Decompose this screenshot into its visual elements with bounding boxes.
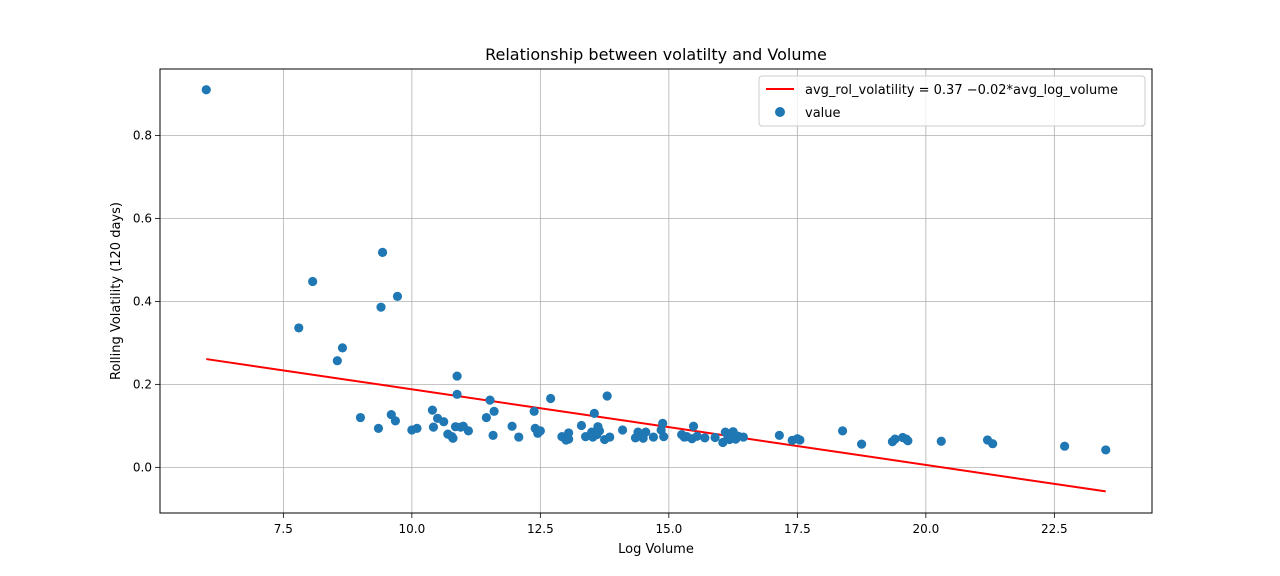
scatter-point bbox=[529, 406, 539, 416]
x-tick-label: 7.5 bbox=[274, 522, 293, 536]
scatter-point bbox=[648, 432, 659, 442]
scatter-point bbox=[700, 433, 710, 443]
legend-point-swatch bbox=[775, 107, 785, 117]
regression-line-layer bbox=[206, 358, 1106, 493]
scatter-point bbox=[427, 405, 438, 415]
scatter-point bbox=[1101, 445, 1111, 455]
regression-line bbox=[206, 358, 1106, 493]
scatter-point bbox=[617, 425, 628, 435]
scatter-point bbox=[605, 432, 615, 442]
scatter-point bbox=[428, 422, 439, 432]
scatter-point bbox=[594, 426, 605, 436]
scatter-point bbox=[392, 291, 403, 301]
y-tick-label: 0.0 bbox=[133, 460, 152, 474]
scatter-point bbox=[452, 371, 462, 381]
scatter-point bbox=[376, 302, 386, 312]
scatter-point bbox=[890, 434, 900, 444]
y-tick-label: 0.6 bbox=[133, 211, 152, 225]
scatter-point bbox=[633, 427, 643, 437]
scatter-point bbox=[448, 433, 458, 443]
scatter-point bbox=[564, 428, 574, 438]
scatter-point bbox=[837, 426, 848, 436]
scatter-point bbox=[589, 408, 599, 419]
scatter-point bbox=[489, 406, 499, 416]
x-axis-label: Log Volume bbox=[618, 542, 694, 557]
scatter-point bbox=[576, 420, 587, 431]
scatter-point bbox=[710, 432, 720, 443]
scatter-point bbox=[507, 421, 517, 431]
x-tick-label: 22.5 bbox=[1041, 522, 1068, 536]
scatter-point bbox=[355, 412, 366, 423]
scatter-point bbox=[308, 276, 318, 287]
x-tick-label: 10.0 bbox=[398, 522, 425, 536]
y-tick-label: 0.8 bbox=[133, 128, 152, 142]
scatter-points-layer bbox=[201, 85, 1111, 455]
scatter-point bbox=[463, 426, 473, 436]
scatter-point bbox=[659, 432, 669, 442]
y-tick-label: 0.4 bbox=[133, 294, 152, 308]
x-tick-label: 20.0 bbox=[912, 522, 939, 536]
scatter-point bbox=[439, 417, 449, 427]
scatter-point bbox=[337, 343, 348, 353]
legend: avg_rol_volatility = 0.37 −0.02*avg_log_… bbox=[758, 75, 1146, 127]
scatter-point bbox=[856, 439, 867, 449]
y-tick-label: 0.2 bbox=[133, 377, 152, 391]
scatter-point bbox=[546, 393, 556, 404]
scatter-point bbox=[988, 439, 998, 449]
scatter-point bbox=[535, 426, 545, 436]
scatter-point bbox=[294, 323, 304, 333]
scatter-point bbox=[485, 395, 495, 405]
scatter-point bbox=[1060, 441, 1070, 451]
scatter-point bbox=[390, 416, 401, 426]
scatter-point bbox=[481, 412, 491, 423]
legend-box bbox=[758, 75, 1146, 127]
x-tick-label: 12.5 bbox=[527, 522, 554, 536]
scatter-point bbox=[774, 430, 784, 441]
y-axis-label: Rolling Volatility (120 days) bbox=[109, 202, 124, 380]
scatter-point bbox=[332, 356, 342, 366]
scatter-point bbox=[373, 423, 384, 433]
legend-point-label: value bbox=[805, 106, 841, 121]
scatter-point bbox=[452, 389, 462, 399]
axis-ticks: 7.5 10.0 12.5 15.0 17.5 20.0 22.5 0.0 0.2 0.4 0.6 0… bbox=[133, 128, 1068, 536]
scatter-point bbox=[936, 436, 946, 446]
scatter-point bbox=[903, 436, 913, 446]
scatter-point bbox=[602, 391, 612, 401]
scatter-point bbox=[688, 421, 699, 431]
chart-title: Relationship between volatilty and Volum… bbox=[485, 45, 827, 64]
scatter-point bbox=[514, 432, 524, 442]
scatter-point bbox=[692, 431, 702, 441]
scatter-point bbox=[641, 427, 651, 437]
scatter-point bbox=[201, 85, 211, 95]
grid-lines bbox=[160, 69, 1152, 513]
scatter-point bbox=[377, 247, 388, 258]
x-tick-label: 17.5 bbox=[784, 522, 811, 536]
scatter-point bbox=[488, 430, 498, 441]
scatter-point bbox=[412, 423, 422, 433]
plot-frame bbox=[159, 68, 1153, 514]
scatter-point bbox=[658, 418, 668, 428]
scatter-point bbox=[795, 435, 805, 445]
scatter-point bbox=[738, 432, 748, 442]
x-tick-label: 15.0 bbox=[655, 522, 682, 536]
legend-line-label: avg_rol_volatility = 0.37 −0.02*avg_log_… bbox=[805, 83, 1118, 98]
